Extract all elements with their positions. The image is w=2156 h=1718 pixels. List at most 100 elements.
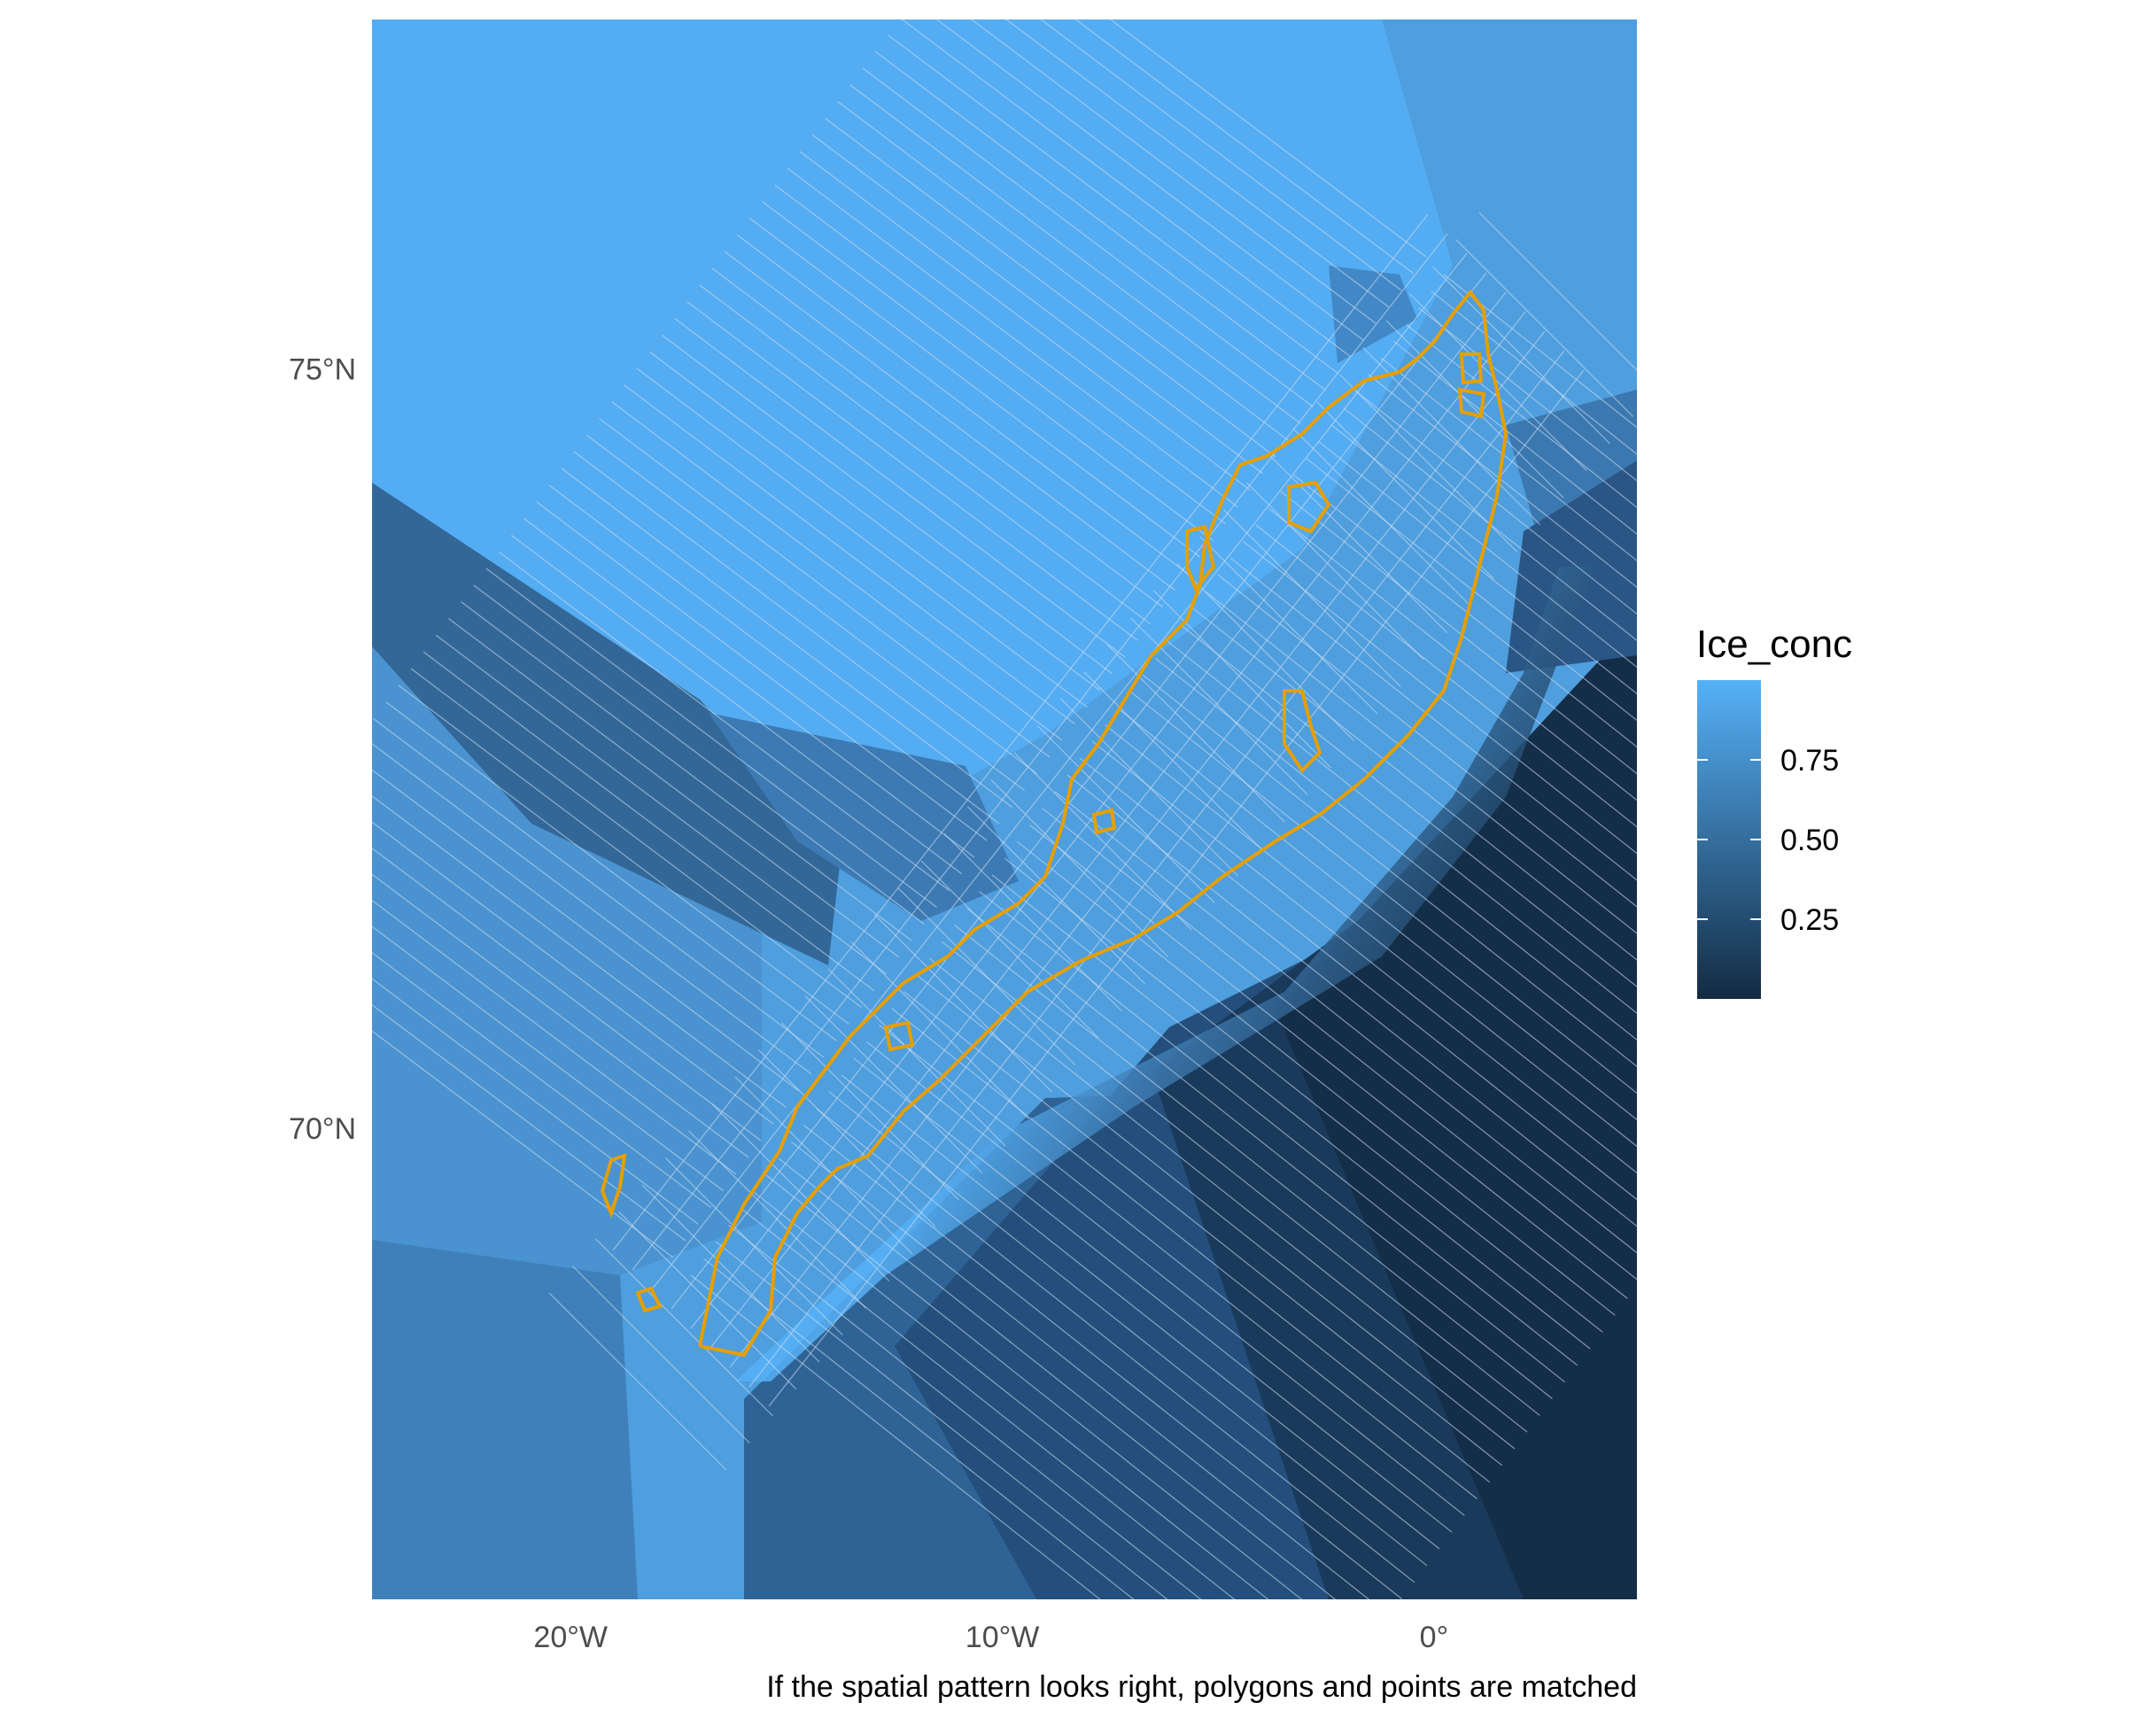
mesh-fan-nw (636, 368, 1088, 708)
mesh-grid-line (1199, 536, 1378, 715)
mesh-fan-nw (799, 151, 1252, 491)
mesh-fan-nw (536, 501, 988, 841)
mesh-fan-nw (372, 925, 725, 1192)
mesh-fan-se (865, 1041, 1465, 1516)
mesh-fan-nw (674, 318, 1126, 658)
legend-title: Ice_conc (1696, 623, 1852, 666)
mesh-grid-line (651, 252, 1468, 1290)
mesh-grid-line (1315, 401, 1494, 579)
mesh-grid-line (897, 887, 1076, 1065)
mesh-fan-nw (372, 769, 800, 1092)
mesh-grid-line (729, 330, 1546, 1368)
mesh-fan-nw (648, 351, 1101, 692)
mesh-fan-se (1355, 391, 1637, 615)
mesh-fan-se (954, 925, 1553, 1399)
mesh-fan-se (1292, 474, 1637, 748)
ice-concentration-cells (372, 19, 1637, 1599)
mesh-fan-nw (373, 718, 825, 1058)
mesh-fan-se (853, 1057, 1453, 1533)
mesh-fan-se (1443, 274, 1637, 429)
mesh-grid-line (1455, 239, 1634, 417)
mesh-fan-se (803, 1125, 1402, 1599)
legend-ticks: 0.75 0.50 0.25 (1697, 744, 1839, 937)
ice-edge-island (1457, 387, 1486, 419)
ice-edge-island (883, 1020, 915, 1052)
mesh-fan-se (1242, 540, 1637, 855)
mesh-fan-se (904, 991, 1503, 1466)
mesh-grid-line (612, 213, 1429, 1251)
mesh-grid-line (781, 1022, 959, 1201)
mesh-fan-se (1016, 840, 1616, 1316)
mesh-fan-nw (473, 584, 925, 925)
mesh-grid-line (1013, 752, 1192, 931)
ice-edge-outline (600, 289, 1508, 1358)
ice-edge-island (1459, 352, 1484, 385)
mesh-fan-se (741, 1208, 1236, 1599)
mesh-fan-se (1091, 740, 1637, 1174)
mesh-fan-se (1192, 607, 1637, 961)
mesh-fan-nw (372, 821, 774, 1125)
mesh-grid-line (710, 311, 1526, 1349)
mesh-fan-nw (548, 484, 1000, 824)
mesh-fan-se (916, 974, 1516, 1450)
mesh-fan-nw (837, 101, 1289, 441)
mesh-fan-se (1154, 657, 1637, 1041)
mesh-fan-nw (372, 847, 762, 1141)
map-panel[interactable] (223, 0, 2043, 1718)
mesh-fan-nw (410, 668, 862, 1008)
mesh-fan-se (816, 1108, 1415, 1583)
mesh-grid-line (1176, 563, 1355, 741)
voronoi-mesh-lines (372, 19, 1637, 1599)
mesh-fan-nw (586, 434, 1038, 775)
mesh-fan-se (728, 1225, 1202, 1599)
mesh-grid-line (1408, 293, 1587, 471)
mesh-grid-line (943, 833, 1122, 1011)
mesh-fan-se (1418, 307, 1637, 482)
mesh-grid-line (632, 233, 1448, 1271)
ice-edge-island (1091, 808, 1117, 835)
ice-edge-island (600, 1153, 627, 1219)
mesh-grid-line (748, 350, 1565, 1388)
mesh-grid-line (671, 272, 1487, 1310)
mesh-fan-nw (624, 384, 1075, 724)
mesh-fan-se (1268, 507, 1637, 801)
mesh-fan-se (1343, 407, 1637, 642)
ice-region (372, 483, 841, 965)
mesh-grid-line (967, 806, 1145, 985)
legend-tick-label: 0.75 (1780, 744, 1839, 778)
mesh-fan-se (1142, 674, 1637, 1068)
mesh-fan-se (966, 908, 1566, 1383)
mesh-grid-line (1106, 644, 1285, 823)
mesh-fan-nw (849, 84, 1301, 424)
mesh-fan-nw (599, 418, 1051, 758)
mesh-fan-nw (372, 1004, 686, 1242)
ice-edge-island (1185, 524, 1216, 592)
legend-tick-label: 0.25 (1780, 903, 1839, 937)
mesh-fan-nw (435, 634, 888, 975)
mesh-fan-nw (1109, 19, 1427, 258)
mesh-fan-se (702, 1258, 1135, 1599)
mesh-fan-nw (385, 701, 837, 1041)
mesh-grid-line (690, 291, 1507, 1329)
mesh-fan-nw (372, 743, 812, 1075)
mesh-fan-se (1004, 857, 1603, 1333)
axis-labels: 20°W 10°W 0° 75°N 70°N (289, 353, 1448, 1654)
mesh-fan-se (690, 1274, 1101, 1599)
mesh-fan-nw (749, 218, 1201, 558)
mesh-fan-nw (970, 19, 1377, 324)
mesh-fan-nw (372, 952, 711, 1208)
mesh-fan-se (1368, 374, 1637, 588)
mesh-fan-se (1392, 340, 1637, 535)
x-axis-tick-label: 0° (1420, 1621, 1449, 1654)
mesh-grid-line (1036, 725, 1215, 903)
mesh-fan-nw (448, 618, 900, 958)
mesh-grid-line (595, 1238, 773, 1417)
mesh-grid-line (641, 1184, 820, 1363)
mesh-fan-se (1054, 791, 1637, 1254)
mesh-fan-se (891, 1008, 1491, 1483)
mesh-fan-se (941, 940, 1540, 1416)
ice-region (709, 713, 1019, 921)
mesh-fan-nw (1040, 19, 1402, 291)
mesh-fan-nw (762, 201, 1214, 541)
